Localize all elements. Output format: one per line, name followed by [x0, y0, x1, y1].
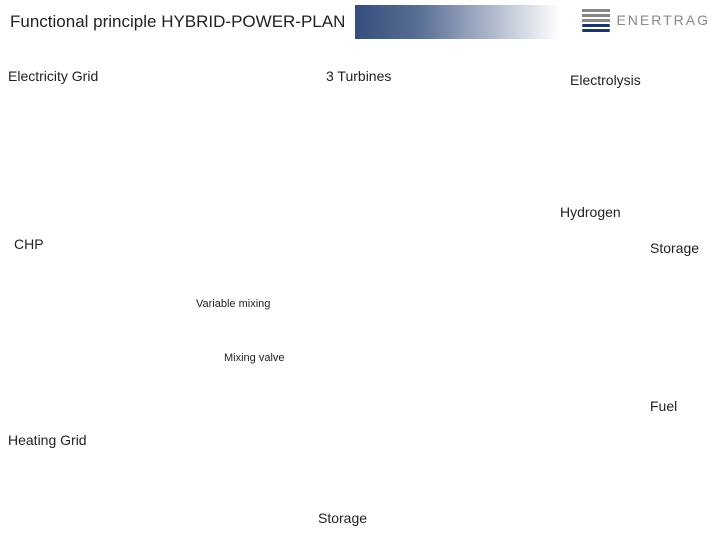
enertrag-logo-icon	[582, 6, 610, 34]
node-fuel: Fuel	[650, 398, 677, 414]
node-turbines: 3 Turbines	[326, 68, 391, 84]
node-electrolysis: Electrolysis	[570, 72, 641, 88]
node-chp: CHP	[14, 236, 44, 252]
node-storage_biogas: Storage	[318, 510, 367, 526]
node-hydrogen: Hydrogen	[560, 204, 621, 220]
logo-text: ENERTRAG	[616, 12, 710, 28]
page-title: Functional principle HYBRID-POWER-PLAN	[0, 5, 355, 39]
node-mixing_valve: Mixing valve	[224, 352, 285, 364]
node-heating_grid: Heating Grid	[8, 432, 87, 448]
node-electricity_grid: Electricity Grid	[8, 68, 98, 84]
logo: ENERTRAG	[582, 6, 710, 34]
node-variable_mixing: Variable mixing	[196, 298, 270, 310]
header-bar: Functional principle HYBRID-POWER-PLAN	[0, 5, 355, 39]
node-storage_h2: Storage	[650, 240, 699, 256]
